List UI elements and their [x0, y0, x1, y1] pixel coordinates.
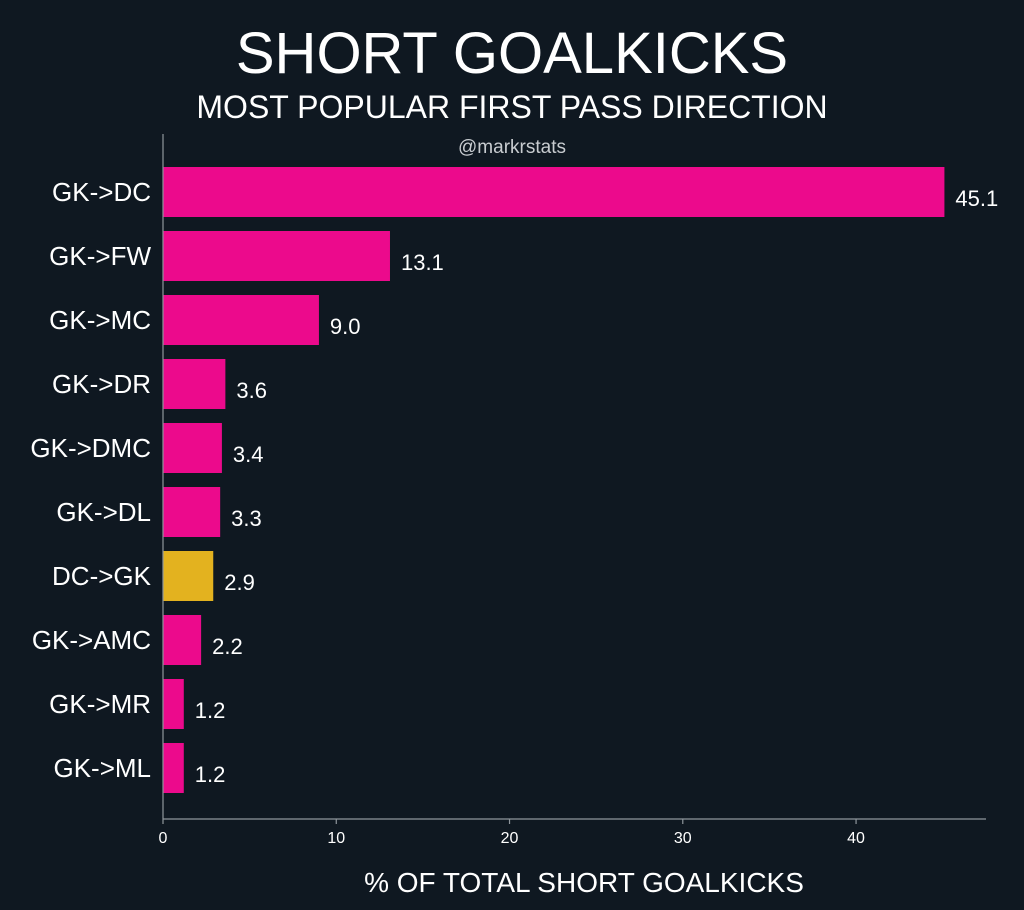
bar-dc-gk	[163, 551, 214, 601]
category-label: GK->DL	[56, 497, 151, 527]
x-tick-label: 40	[847, 830, 865, 847]
category-label: GK->MC	[49, 305, 151, 335]
x-tick-label: 10	[327, 830, 345, 847]
category-label: GK->FW	[49, 241, 151, 271]
value-label: 3.6	[236, 378, 267, 403]
value-label: 3.4	[233, 442, 264, 467]
value-label: 3.3	[231, 506, 262, 531]
chart-subtitle: MOST POPULAR FIRST PASS DIRECTION	[196, 89, 827, 125]
bar-gk-amc	[163, 615, 202, 665]
axis-layer: 0 10 20 30 40	[159, 134, 986, 847]
value-label: 13.1	[401, 250, 444, 275]
value-label: 9.0	[330, 314, 361, 339]
category-label: GK->ML	[53, 753, 151, 783]
x-tick-label: 20	[501, 830, 519, 847]
x-axis-title: % OF TOTAL SHORT GOALKICKS	[364, 867, 804, 898]
bar-gk-dl	[163, 487, 221, 537]
bars-layer: GK->DC 45.1 GK->FW 13.1 GK->MC 9.0 GK->DR 3.6 GK…	[30, 167, 998, 793]
x-tick-label: 30	[674, 830, 692, 847]
value-label: 2.9	[224, 570, 255, 595]
bar-gk-mr	[163, 679, 184, 729]
chart-credit: @markrstats	[458, 137, 566, 158]
x-tick-label: 0	[159, 830, 168, 847]
category-label: GK->DMC	[30, 433, 151, 463]
value-label: 2.2	[212, 634, 243, 659]
chart-title: SHORT GOALKICKS	[236, 21, 788, 86]
bar-gk-fw	[163, 231, 390, 281]
bar-gk-dr	[163, 359, 226, 409]
category-label: GK->DC	[52, 177, 151, 207]
bar-gk-dmc	[163, 423, 222, 473]
value-label: 1.2	[195, 762, 226, 787]
category-label: GK->MR	[49, 689, 151, 719]
value-label: 45.1	[955, 186, 998, 211]
category-label: GK->DR	[52, 369, 151, 399]
bar-gk-mc	[163, 295, 319, 345]
value-label: 1.2	[195, 698, 226, 723]
category-label: DC->GK	[52, 561, 152, 591]
bar-gk-ml	[163, 743, 184, 793]
bar-gk-dc	[163, 167, 945, 217]
category-label: GK->AMC	[32, 625, 151, 655]
